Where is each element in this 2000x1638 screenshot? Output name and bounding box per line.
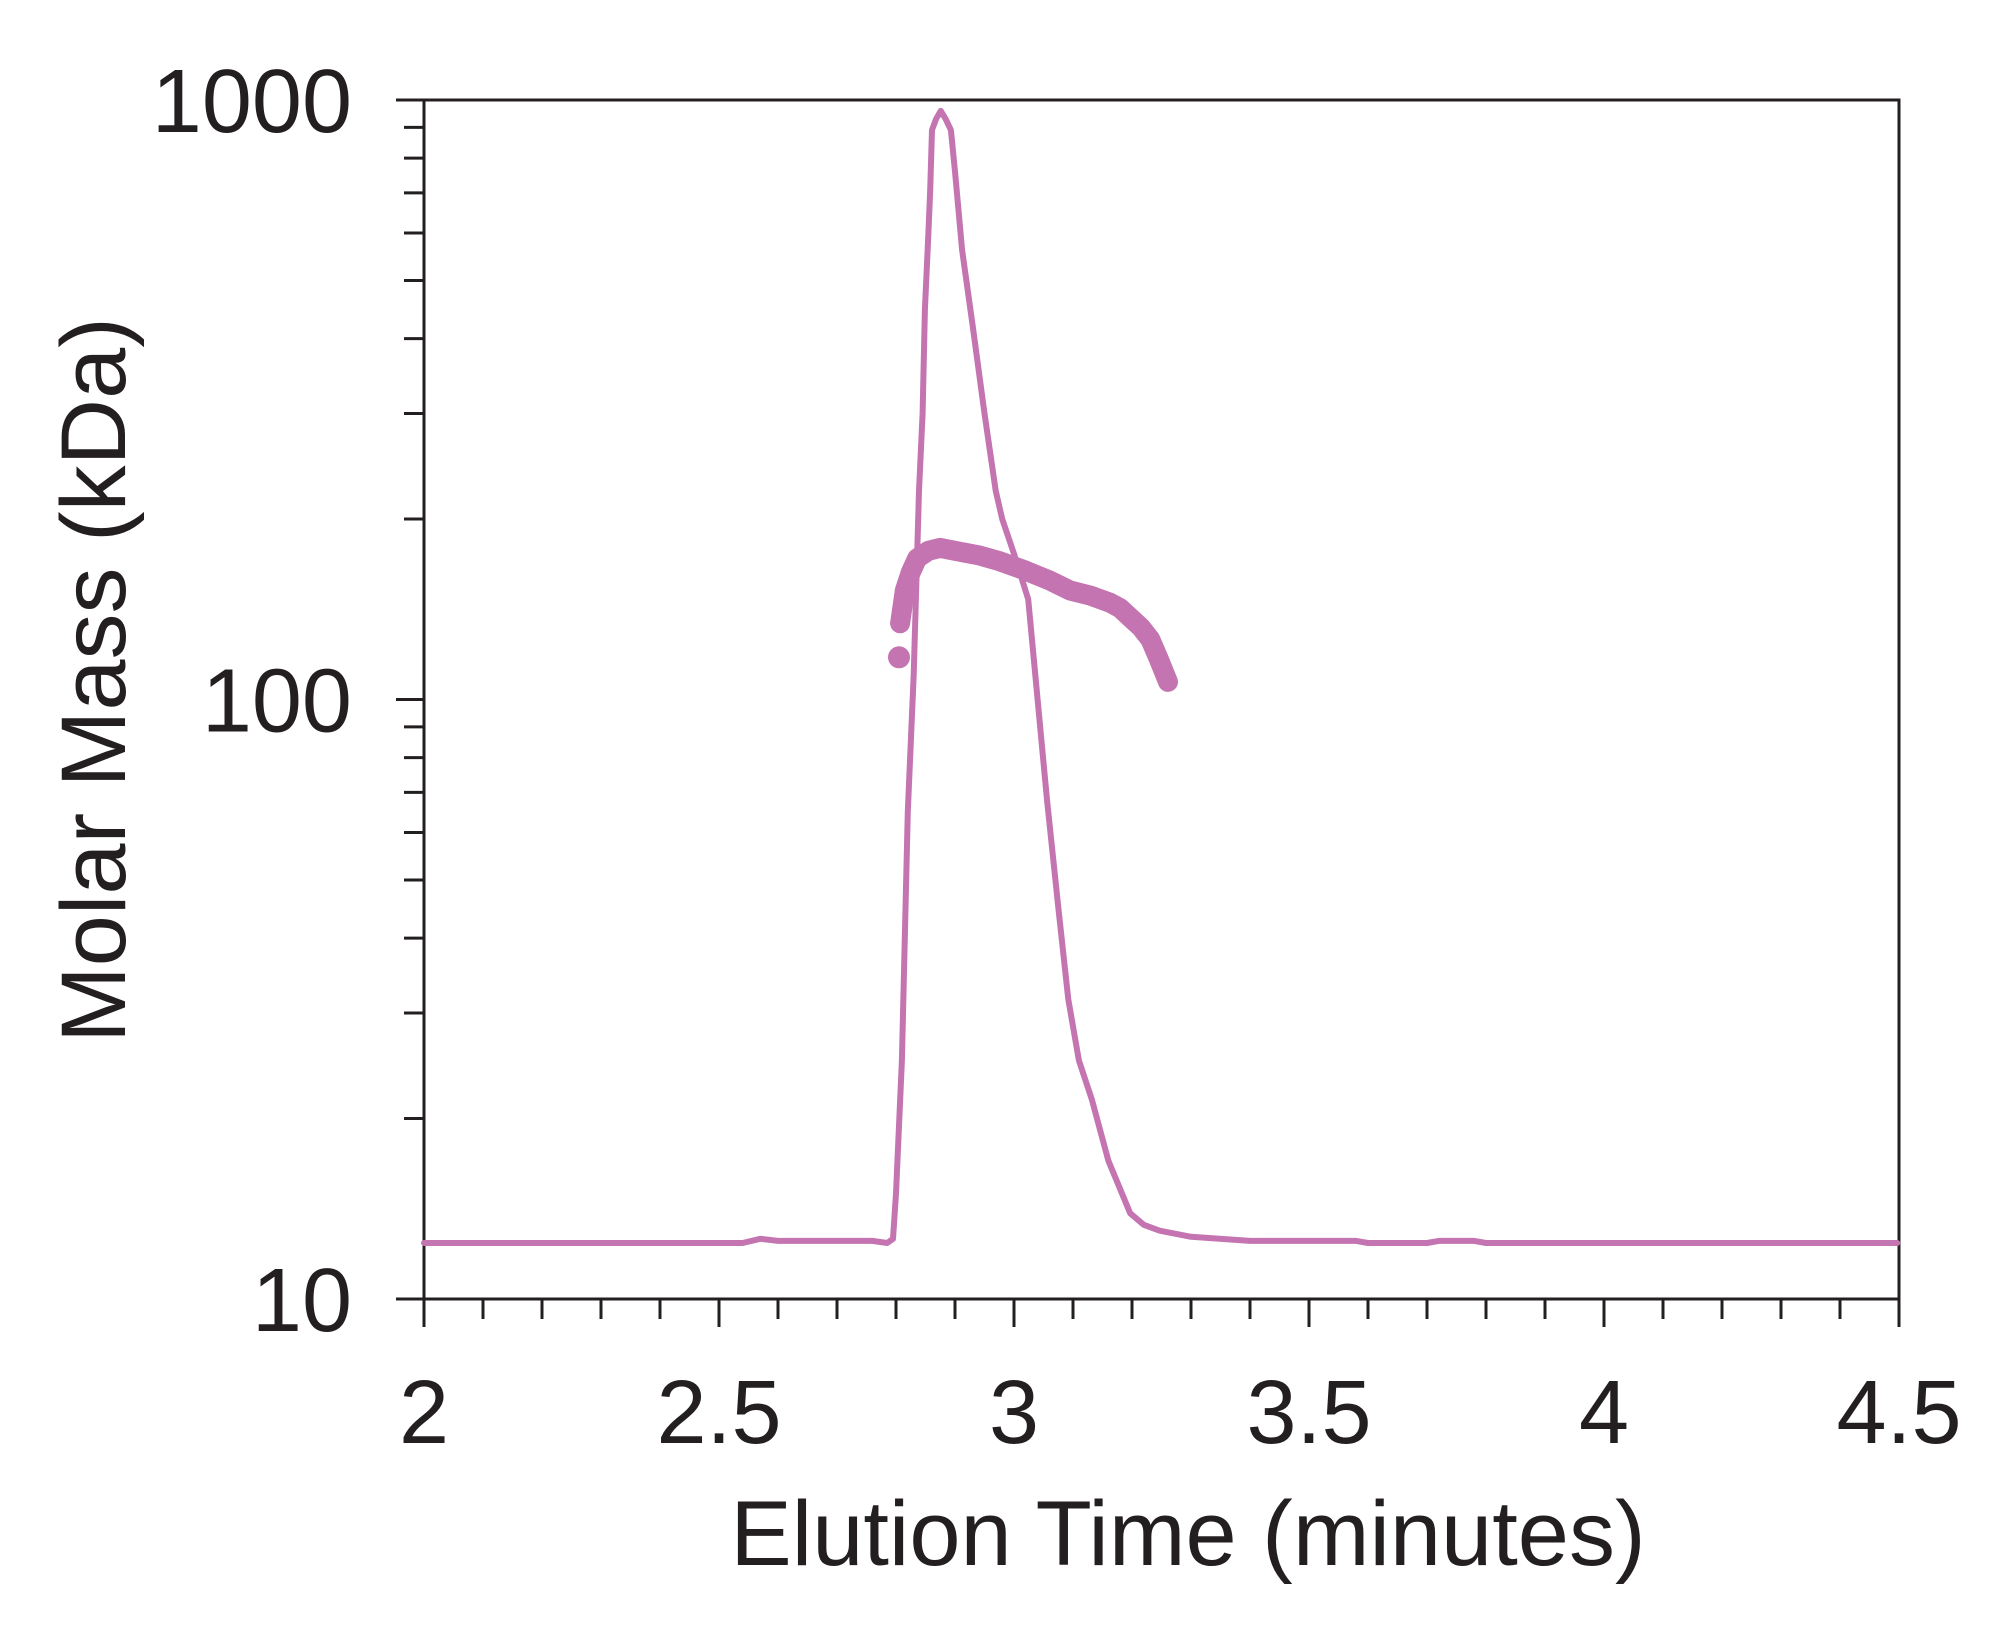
y-axis-title: Molar Mass (kDa) (43, 317, 145, 1043)
detector-trace-line (421, 107, 1901, 1246)
x-tick-label: 3.5 (1246, 1363, 1371, 1463)
x-axis-tick-labels: 2 2.5 3 3.5 4 4.5 (399, 1363, 1962, 1463)
x-tick-label: 4.5 (1836, 1363, 1961, 1463)
x-tick-label: 3 (989, 1363, 1039, 1463)
molar-mass-curve (890, 537, 1178, 692)
x-axis-title: Elution Time (minutes) (730, 1483, 1645, 1585)
x-tick-label: 2.5 (656, 1363, 781, 1463)
molar-mass-outlier-point (888, 646, 910, 669)
y-axis-ticks (396, 98, 424, 1301)
series-layer (421, 107, 1901, 1246)
x-tick-label: 4 (1579, 1363, 1629, 1463)
x-tick-label: 2 (399, 1363, 449, 1463)
plot-frame (422, 98, 1901, 1301)
y-tick-label: 1000 (152, 52, 352, 152)
y-tick-label: 10 (252, 1251, 352, 1351)
y-tick-label: 100 (202, 652, 352, 752)
x-axis-ticks (422, 1299, 1901, 1327)
y-axis-tick-labels: 10 100 1000 (152, 52, 352, 1351)
